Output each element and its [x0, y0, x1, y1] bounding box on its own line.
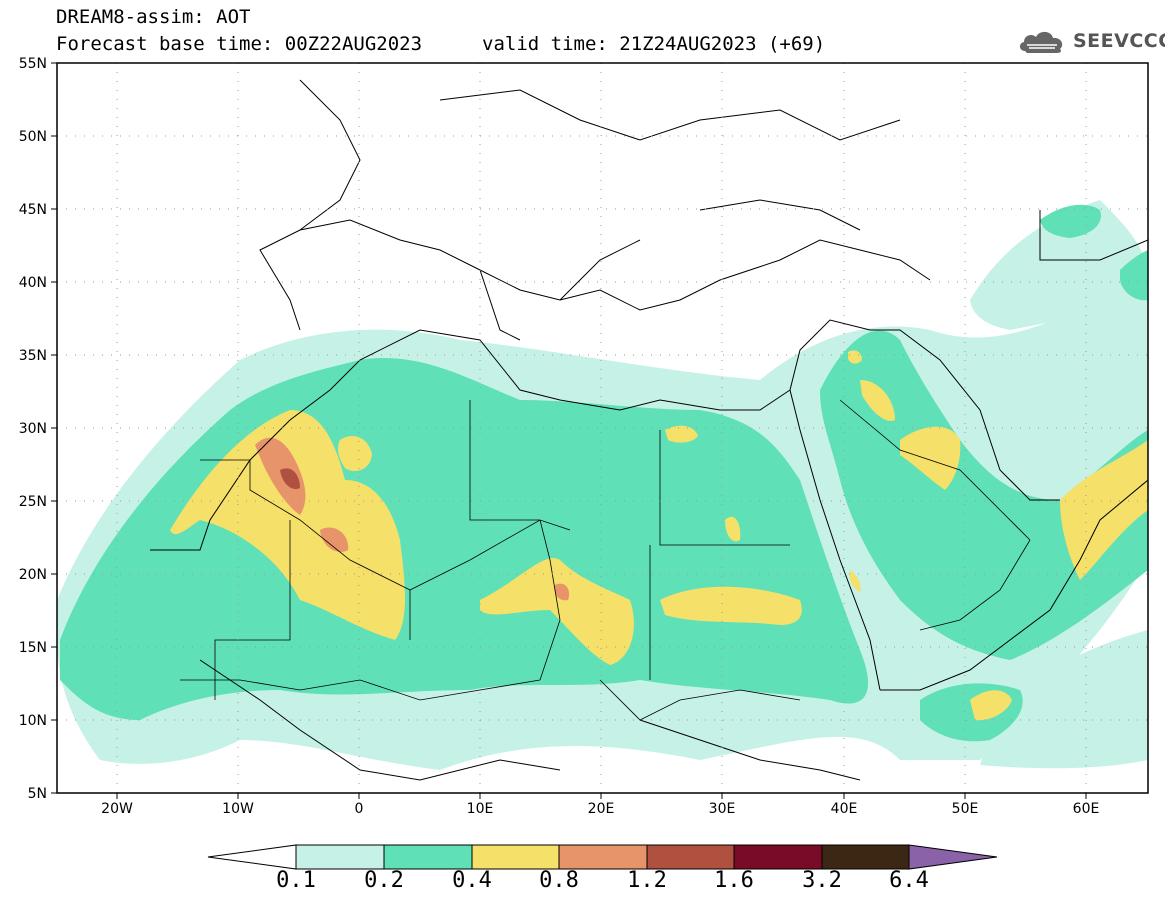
- colorbar-label: 0.1: [276, 868, 316, 893]
- x-tick-label: 10W: [222, 801, 254, 817]
- country-borders: [180, 399, 1031, 721]
- y-tick-label: 55N: [19, 56, 47, 72]
- colorbar-label: 0.8: [539, 868, 579, 893]
- seevccc-logo: SEEVCCC: [1017, 26, 1165, 56]
- logo-text: SEEVCCC: [1073, 30, 1165, 52]
- colorbar-label: 1.2: [627, 868, 667, 893]
- axis-ticks: [51, 62, 1087, 799]
- colorbar-low-arrow: [207, 844, 297, 870]
- aot-field: [57, 79, 1148, 781]
- colorbar-label: 1.6: [714, 868, 754, 893]
- forecast-base-time: Forecast base time: 00Z22AUG2023: [56, 33, 423, 55]
- cloud-logo-icon: [1019, 31, 1063, 53]
- x-tick-label: 10E: [467, 801, 494, 817]
- x-tick-label: 50E: [952, 801, 979, 817]
- colorbar-label: 6.4: [889, 868, 929, 893]
- x-axis-labels: 20W 10W 0 10E 20E 30E 40E 50E 60E: [101, 801, 1099, 817]
- aot-level-0.4: [170, 350, 1148, 721]
- colorbar-segment: [821, 844, 910, 870]
- colorbar: [207, 844, 998, 870]
- colorbar-label: 3.2: [802, 868, 842, 893]
- y-tick-label: 20N: [19, 567, 47, 583]
- x-tick-label: 20E: [588, 801, 615, 817]
- y-tick-label: 30N: [19, 421, 47, 437]
- colorbar-segment: [383, 844, 473, 870]
- colorbar-label: 0.2: [364, 868, 404, 893]
- y-axis-labels: 55N 50N 45N 40N 35N 30N 25N 20N 15N 10N …: [19, 56, 47, 802]
- x-tick-label: 0: [355, 801, 364, 817]
- valid-time: valid time: 21Z24AUG2023 (+69): [482, 33, 826, 55]
- x-tick-label: 30E: [709, 801, 736, 817]
- colorbar-segment: [733, 844, 823, 870]
- aot-level-1.2: [280, 468, 300, 490]
- graticule: [57, 63, 1148, 793]
- colorbar-label: 0.4: [452, 868, 492, 893]
- y-tick-label: 5N: [28, 786, 47, 802]
- coastlines: [150, 79, 1148, 781]
- colorbar-high-arrow: [908, 844, 998, 870]
- y-tick-label: 25N: [19, 494, 47, 510]
- x-tick-label: 20W: [101, 801, 133, 817]
- x-tick-label: 40E: [831, 801, 858, 817]
- colorbar-segment: [471, 844, 560, 870]
- y-tick-label: 45N: [19, 202, 47, 218]
- colorbar-segment: [295, 844, 385, 870]
- y-tick-label: 35N: [19, 348, 47, 364]
- y-tick-label: 15N: [19, 640, 47, 656]
- y-tick-label: 40N: [19, 275, 47, 291]
- map-title: DREAM8-assim: AOT: [56, 6, 251, 28]
- aot-level-0.8: [255, 437, 570, 601]
- colorbar-segment: [646, 844, 735, 870]
- colorbar-segment: [558, 844, 648, 870]
- x-tick-label: 60E: [1073, 801, 1100, 817]
- y-tick-label: 50N: [19, 129, 47, 145]
- y-tick-label: 10N: [19, 713, 47, 729]
